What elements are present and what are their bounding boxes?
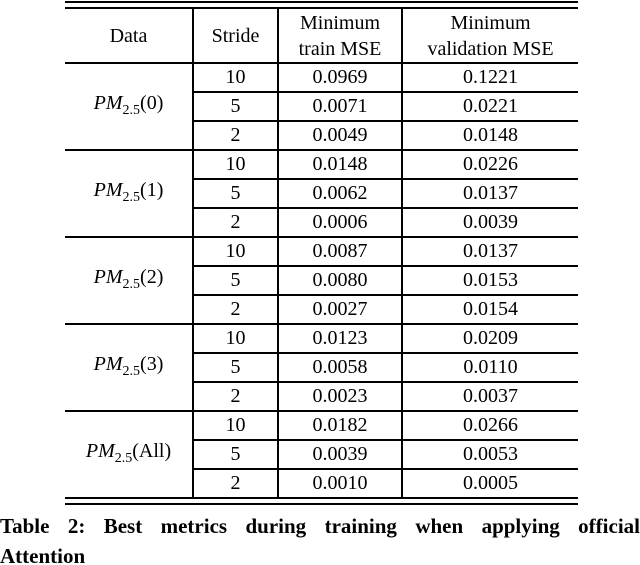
val-mse-cell: 0.0110 <box>401 352 578 382</box>
train-mse-cell: 0.0058 <box>277 352 402 382</box>
train-mse-cell: 0.0006 <box>277 207 402 237</box>
train-mse-cell: 0.0039 <box>277 439 402 469</box>
val-mse-cell: 0.0039 <box>401 207 578 237</box>
val-mse-cell: 0.0209 <box>401 323 578 353</box>
data-label-cell: PM2.5(0) <box>65 62 193 150</box>
table-top-double-rule <box>65 1 578 9</box>
table-row: 5 0.0071 0.0221 <box>65 91 578 121</box>
table-row: 2 0.0027 0.0154 <box>65 294 578 324</box>
table-row: 5 0.0039 0.0053 <box>65 439 578 469</box>
train-mse-cell: 0.0969 <box>277 62 402 92</box>
table-row: 5 0.0062 0.0137 <box>65 178 578 208</box>
val-mse-cell: 0.0221 <box>401 91 578 121</box>
train-mse-cell: 0.0087 <box>277 236 402 266</box>
table-row: PM2.5(2) 10 0.0087 0.0137 <box>65 236 578 324</box>
table-row: 2 0.0006 0.0039 <box>65 207 578 237</box>
table-bottom-double-rule <box>65 497 578 505</box>
stride-cell: 10 <box>192 62 278 92</box>
train-mse-cell: 0.0010 <box>277 468 402 497</box>
stride-cell: 2 <box>192 294 278 324</box>
metrics-table: Data Stride Minimum train MSE Minimum va… <box>65 9 578 497</box>
val-mse-cell: 0.0266 <box>401 410 578 440</box>
table-row: 2 0.0023 0.0037 <box>65 381 578 411</box>
stride-cell: 10 <box>192 410 278 440</box>
caption-line-2: Attention <box>0 544 86 565</box>
data-label-cell: PM2.5(3) <box>65 323 193 411</box>
val-mse-cell: 0.0037 <box>401 381 578 411</box>
train-mse-cell: 0.0049 <box>277 120 402 150</box>
stride-cell: 10 <box>192 149 278 179</box>
train-mse-cell: 0.0182 <box>277 410 402 440</box>
data-label-cell: PM2.5(1) <box>65 149 193 237</box>
table-row: PM2.5(0) 10 0.0969 0.1221 <box>65 62 578 150</box>
val-mse-cell: 0.1221 <box>401 62 578 92</box>
table-body: PM2.5(0) 10 0.0969 0.1221 5 0.0071 0.0221 2 0.00… <box>65 62 578 497</box>
header-stride: Stride <box>192 9 278 64</box>
stride-cell: 2 <box>192 120 278 150</box>
train-mse-cell: 0.0148 <box>277 149 402 179</box>
val-mse-cell: 0.0053 <box>401 439 578 469</box>
table-row: PM2.5(3) 10 0.0123 0.0209 <box>65 323 578 411</box>
train-mse-cell: 0.0071 <box>277 91 402 121</box>
table-row: PM2.5(All) 10 0.0182 0.0266 <box>65 410 578 497</box>
header-data: Data <box>65 9 193 64</box>
table-row: 2 0.0010 0.0005 <box>65 468 578 497</box>
val-mse-cell: 0.0226 <box>401 149 578 179</box>
val-mse-cell: 0.0153 <box>401 265 578 295</box>
val-mse-cell: 0.0137 <box>401 178 578 208</box>
train-mse-cell: 0.0080 <box>277 265 402 295</box>
data-label-cell: PM2.5(All) <box>65 410 193 497</box>
table-header-row: Data Stride Minimum train MSE Minimum va… <box>65 9 578 64</box>
stride-cell: 2 <box>192 207 278 237</box>
data-label-cell: PM2.5(2) <box>65 236 193 324</box>
stride-cell: 5 <box>192 178 278 208</box>
header-min-validation-mse: Minimum validation MSE <box>401 9 578 64</box>
table-row: PM2.5(1) 10 0.0148 0.0226 <box>65 149 578 237</box>
header-min-train-mse: Minimum train MSE <box>277 9 402 64</box>
table-row: 5 0.0080 0.0153 <box>65 265 578 295</box>
caption-line-1: Table 2: Best metrics during training wh… <box>0 514 640 538</box>
stride-cell: 10 <box>192 236 278 266</box>
table-row: 5 0.0058 0.0110 <box>65 352 578 382</box>
table-caption: Table 2: Best metrics during training wh… <box>0 511 640 565</box>
stride-cell: 5 <box>192 352 278 382</box>
val-mse-cell: 0.0148 <box>401 120 578 150</box>
stride-cell: 5 <box>192 265 278 295</box>
stride-cell: 5 <box>192 91 278 121</box>
val-mse-cell: 0.0005 <box>401 468 578 497</box>
stride-cell: 2 <box>192 381 278 411</box>
stride-cell: 5 <box>192 439 278 469</box>
train-mse-cell: 0.0027 <box>277 294 402 324</box>
val-mse-cell: 0.0137 <box>401 236 578 266</box>
train-mse-cell: 0.0123 <box>277 323 402 353</box>
table-2-area: Data Stride Minimum train MSE Minimum va… <box>65 0 578 505</box>
train-mse-cell: 0.0062 <box>277 178 402 208</box>
train-mse-cell: 0.0023 <box>277 381 402 411</box>
stride-cell: 10 <box>192 323 278 353</box>
table-row: 2 0.0049 0.0148 <box>65 120 578 150</box>
stride-cell: 2 <box>192 468 278 497</box>
val-mse-cell: 0.0154 <box>401 294 578 324</box>
